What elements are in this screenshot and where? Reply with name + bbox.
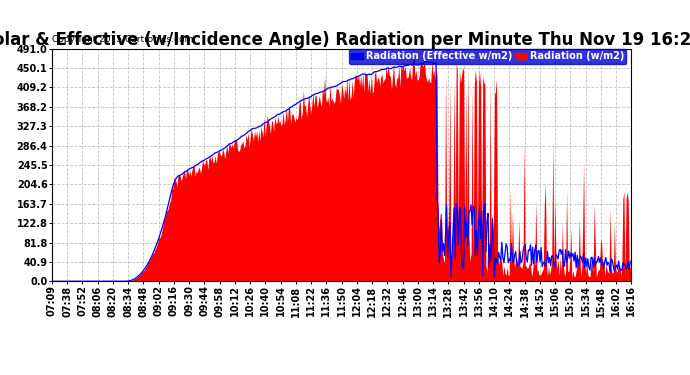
Title: Solar & Effective (w/Incidence Angle) Radiation per Minute Thu Nov 19 16:28: Solar & Effective (w/Incidence Angle) Ra… bbox=[0, 31, 690, 49]
Text: Copyright 2015 Cartronics.com: Copyright 2015 Cartronics.com bbox=[52, 35, 193, 44]
Legend: Radiation (Effective w/m2), Radiation (w/m2): Radiation (Effective w/m2), Radiation (w… bbox=[348, 49, 627, 64]
